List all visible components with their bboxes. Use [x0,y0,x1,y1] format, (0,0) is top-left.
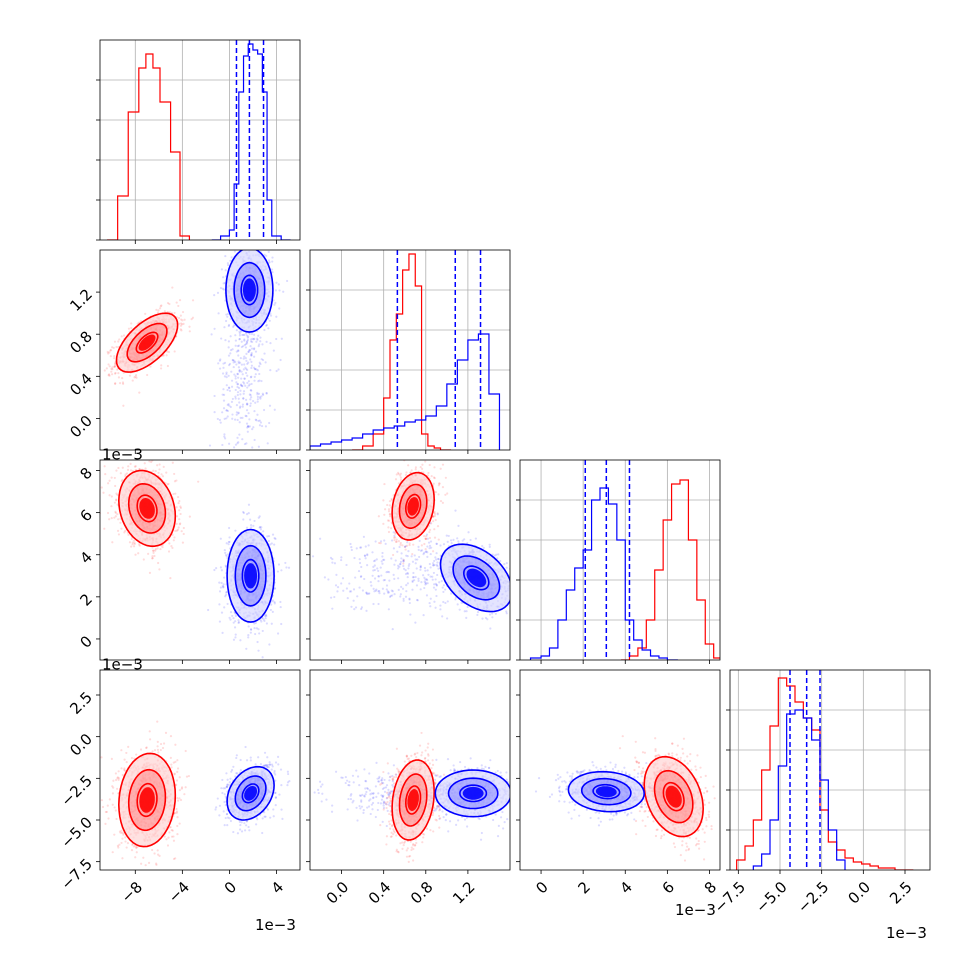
red-contour-2 [404,785,422,815]
ytick-label: −5.0 [58,813,96,851]
xtick-label: −7.5 [711,878,749,916]
blue-contour-1 [234,544,267,607]
blue-contour-1 [447,777,499,810]
xtick-label: 4 [617,878,636,897]
x-offset-label: 1e−3 [886,924,927,942]
xtick-label: 0.8 [407,878,437,908]
blue-contour-0 [225,250,274,333]
blue-contour-2 [459,784,488,803]
xtick-label: −8 [118,878,146,906]
blue-contour-2 [241,558,260,593]
red-contour-1 [126,322,168,363]
xtick-label: −4 [165,878,193,906]
red-contour-0 [643,755,705,838]
panel-frame [99,459,301,661]
xtick-label: 2.5 [886,878,916,908]
xtick-label: 0 [221,878,240,897]
blue-histogram-1 [310,333,501,450]
blue-contour-0 [439,543,510,613]
blue-contour-2 [241,783,260,804]
marks-layer [107,40,914,870]
red-contour-2 [662,781,685,812]
blue-contour-0 [567,770,646,813]
ytick-label: 0.4 [66,370,96,400]
red-histogram-2 [621,479,720,660]
blue-histogram-0 [211,43,291,240]
red-contour-1 [653,769,694,824]
panel-frame [99,669,301,871]
blue-contour-1 [452,555,501,601]
ytick-label: −2.5 [58,772,96,810]
blue-histogram-2 [529,487,678,660]
blue-contour-0 [226,528,275,623]
red-histogram-0 [107,53,191,240]
frames-layer [99,39,931,871]
xtick-label: 0.0 [844,878,874,908]
blue-contour-1 [234,775,267,812]
xtick-label: −5.0 [752,878,790,916]
y-offset-label: 1e−3 [102,446,143,464]
ytick-label: 0 [77,632,96,651]
y-offset-label: 1e−3 [102,656,143,674]
blue-histogram-3 [752,709,846,870]
panel-frame [309,669,511,871]
red-contour-2 [136,782,158,818]
panel-frame [519,459,721,661]
xtick-label: 0.4 [365,878,395,908]
xtick-label: 8 [701,878,720,897]
red-contour-0 [117,752,177,848]
red-contour-0 [117,469,177,547]
xtick-label: 6 [659,878,678,897]
blue-contour-2 [462,565,490,591]
blue-contour-1 [233,261,266,319]
red-contour-2 [404,493,422,519]
red-histogram-3 [736,677,914,870]
panel-frame [99,249,301,451]
panel-frame [519,669,721,871]
red-contour-2 [135,331,159,354]
ytick-label: 0.0 [66,730,96,760]
xtick-label: 2 [574,878,593,897]
ytick-label: 6 [77,506,96,525]
blue-contour-1 [580,777,632,806]
red-contour-0 [391,759,436,841]
panel-frame [309,459,511,661]
x-offset-label: 1e−3 [675,901,716,919]
red-contour-2 [136,494,158,523]
xtick-label: 0 [532,878,551,897]
x-offset-label: 1e−3 [255,916,296,934]
panel-frame [309,249,511,451]
blue-contour-2 [240,274,259,306]
ytick-label: 8 [77,464,96,483]
red-contour-0 [115,312,179,373]
xtick-label: 0.0 [323,878,353,908]
xtick-label: 1.2 [449,878,479,908]
ytick-label: 2.5 [66,688,96,718]
grid-layer [100,40,930,870]
xtick-label: −2.5 [794,878,832,916]
red-contour-1 [127,768,167,832]
red-histogram-1 [352,253,452,450]
ytick-label: 2 [77,590,96,609]
xtick-label: 4 [268,878,287,897]
blue-contour-0 [434,769,510,818]
ytick-label: 0.8 [66,327,96,357]
panel-frame [99,39,301,241]
blue-contour-2 [592,783,621,800]
blue-contour-0 [226,765,275,821]
ytick-label: −7.5 [58,855,96,893]
red-contour-1 [127,482,167,534]
ytick-label: 1.2 [66,285,96,315]
ytick-label: 4 [77,548,96,567]
red-contour-1 [398,773,428,827]
ytick-label: 0.0 [66,412,96,442]
red-contour-0 [391,471,436,541]
red-contour-1 [398,483,428,529]
panel-frame [729,669,931,871]
